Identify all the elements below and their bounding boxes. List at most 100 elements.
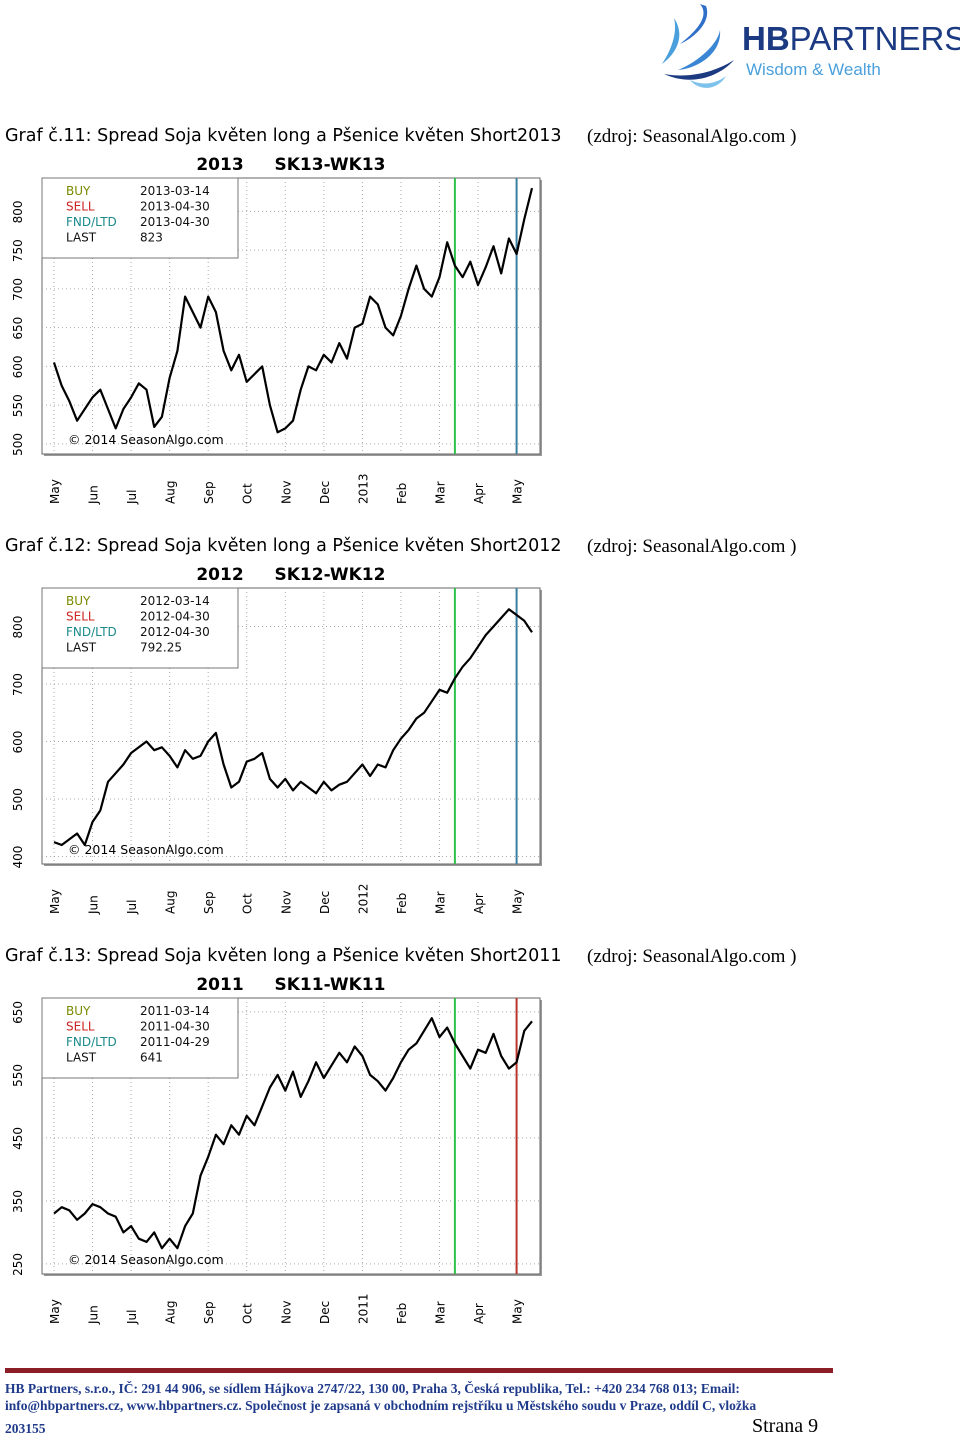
- spread-chart-2013: 2013 SK13-WK13 May Jun Jul Aug Sep Oct Nov Dec 201…: [0, 150, 560, 510]
- y-tick-label: 700: [11, 278, 25, 301]
- info-value: 823: [140, 231, 163, 245]
- x-tick-label: May: [511, 889, 525, 914]
- x-tick-label: May: [48, 1299, 62, 1324]
- y-tick-label: 800: [11, 616, 25, 639]
- chart-copyright: © 2014 SeasonAlgo.com: [68, 432, 224, 447]
- y-tick-label: 750: [11, 239, 25, 262]
- info-value: 2011-03-14: [140, 1004, 210, 1018]
- logo-wordmark: HBPARTNERS: [742, 20, 960, 58]
- y-tick-label: 650: [11, 317, 25, 340]
- chart-title-spread: SK12-WK12: [275, 565, 386, 585]
- chart-copyright: © 2014 SeasonAlgo.com: [68, 842, 224, 857]
- x-tick-label: 2013: [356, 473, 370, 504]
- spread-series-line: [53, 1017, 533, 1250]
- info-value: 2012-04-30: [140, 625, 210, 639]
- x-tick-label: Mar: [433, 1301, 447, 1324]
- x-tick-label: Mar: [433, 481, 447, 504]
- chart-caption-3: Graf č.13: Spread Soja květen long a Pše…: [5, 946, 960, 972]
- info-value: 792.25: [140, 641, 182, 655]
- x-tick-label: Dec: [318, 891, 332, 914]
- x-tick-label: Sep: [202, 891, 216, 914]
- caption-source: (zdroj: SeasonalAlgo.com ): [587, 126, 797, 147]
- page-footer: HB Partners, s.r.o., IČ: 291 44 906, se …: [0, 1368, 960, 1437]
- info-value: 2011-04-29: [140, 1035, 210, 1049]
- y-tick-label: 500: [11, 788, 25, 811]
- x-tick-label: Apr: [472, 893, 486, 914]
- info-box: [41, 177, 239, 259]
- info-label: BUY: [66, 184, 91, 198]
- x-tick-label: Sep: [202, 1301, 216, 1324]
- chart-title-year: 2013: [196, 155, 243, 175]
- spread-chart-2011: 2011 SK11-WK11 May Jun Jul Aug Sep Oct Nov Dec 201…: [0, 970, 560, 1330]
- info-label: FND/LTD: [66, 625, 117, 639]
- info-label: SELL: [66, 200, 95, 214]
- chart-caption-2: Graf č.12: Spread Soja květen long a Pše…: [5, 536, 960, 562]
- x-tick-label: 2012: [356, 883, 370, 914]
- info-label: LAST: [66, 641, 97, 655]
- info-value: 641: [140, 1051, 163, 1065]
- x-tick-label: Nov: [279, 481, 293, 504]
- y-tick-label: 250: [11, 1253, 25, 1276]
- y-tick-label: 700: [11, 673, 25, 696]
- chart-title-year: 2011: [196, 975, 243, 995]
- x-tick-label: Aug: [164, 1301, 178, 1324]
- x-tick-label: Feb: [395, 893, 409, 914]
- y-tick-label: 800: [11, 200, 25, 223]
- x-tick-label: Jun: [87, 485, 101, 505]
- info-label: FND/LTD: [66, 1035, 117, 1049]
- x-tick-label: May: [48, 889, 62, 914]
- y-tick-label: 350: [11, 1190, 25, 1213]
- x-tick-label: Feb: [395, 1303, 409, 1324]
- x-tick-label: Jul: [125, 900, 139, 915]
- chart-title-year: 2012: [196, 565, 243, 585]
- footer-rule: [5, 1368, 833, 1373]
- info-label: FND/LTD: [66, 215, 117, 229]
- info-value: 2012-04-30: [140, 610, 210, 624]
- x-tick-label: Oct: [241, 893, 255, 914]
- chart-title-spread: SK11-WK11: [275, 975, 386, 995]
- x-tick-label: May: [511, 1299, 525, 1324]
- footer-line-1: HB Partners, s.r.o., IČ: 291 44 906, se …: [5, 1381, 740, 1396]
- info-label: SELL: [66, 1020, 95, 1034]
- x-tick-label: Dec: [318, 481, 332, 504]
- caption-title: Graf č.13: Spread Soja květen long a Pše…: [5, 946, 562, 966]
- info-label: LAST: [66, 1051, 97, 1065]
- footer-line-3: 203155: [5, 1421, 46, 1436]
- x-tick-label: Jul: [125, 1310, 139, 1325]
- x-tick-label: May: [48, 479, 62, 504]
- spread-series-line: [53, 608, 533, 847]
- x-tick-label: Feb: [395, 483, 409, 504]
- spread-chart-2012: 2012 SK12-WK12 May Jun Jul Aug Sep Oct Nov Dec 201…: [0, 560, 560, 920]
- x-tick-label: Nov: [279, 1301, 293, 1324]
- logo-partners: PARTNERS: [789, 20, 960, 57]
- info-label: BUY: [66, 1004, 91, 1018]
- info-label: BUY: [66, 594, 91, 608]
- x-tick-label: Jun: [87, 895, 101, 915]
- page-number: Strana 9: [752, 1415, 819, 1437]
- chart-title-spread: SK13-WK13: [275, 155, 386, 175]
- x-tick-label: Oct: [241, 483, 255, 504]
- info-box: [41, 587, 239, 669]
- y-tick-label: 550: [11, 394, 25, 417]
- caption-source: (zdroj: SeasonalAlgo.com ): [587, 536, 797, 557]
- info-label: LAST: [66, 231, 97, 245]
- logo-hb: HB: [742, 20, 790, 57]
- y-tick-label: 500: [11, 433, 25, 456]
- caption-title: Graf č.11: Spread Soja květen long a Pše…: [5, 126, 562, 146]
- x-tick-label: 2011: [356, 1293, 370, 1324]
- chart-svg: 2012 SK12-WK12 May Jun Jul Aug Sep Oct Nov Dec 201…: [11, 565, 542, 915]
- y-tick-label: 550: [11, 1064, 25, 1087]
- info-value: 2013-04-30: [140, 200, 210, 214]
- info-value: 2013-04-30: [140, 215, 210, 229]
- x-tick-label: Sep: [202, 481, 216, 504]
- y-tick-label: 600: [11, 355, 25, 378]
- x-tick-label: Jun: [87, 1305, 101, 1325]
- x-tick-label: Apr: [472, 1303, 486, 1324]
- info-value: 2012-03-14: [140, 594, 210, 608]
- caption-title: Graf č.12: Spread Soja květen long a Pše…: [5, 536, 562, 556]
- x-tick-label: Jul: [125, 490, 139, 505]
- x-tick-label: Oct: [241, 1303, 255, 1324]
- info-value: 2011-04-30: [140, 1020, 210, 1034]
- chart-copyright: © 2014 SeasonAlgo.com: [68, 1252, 224, 1267]
- y-tick-label: 650: [11, 1001, 25, 1024]
